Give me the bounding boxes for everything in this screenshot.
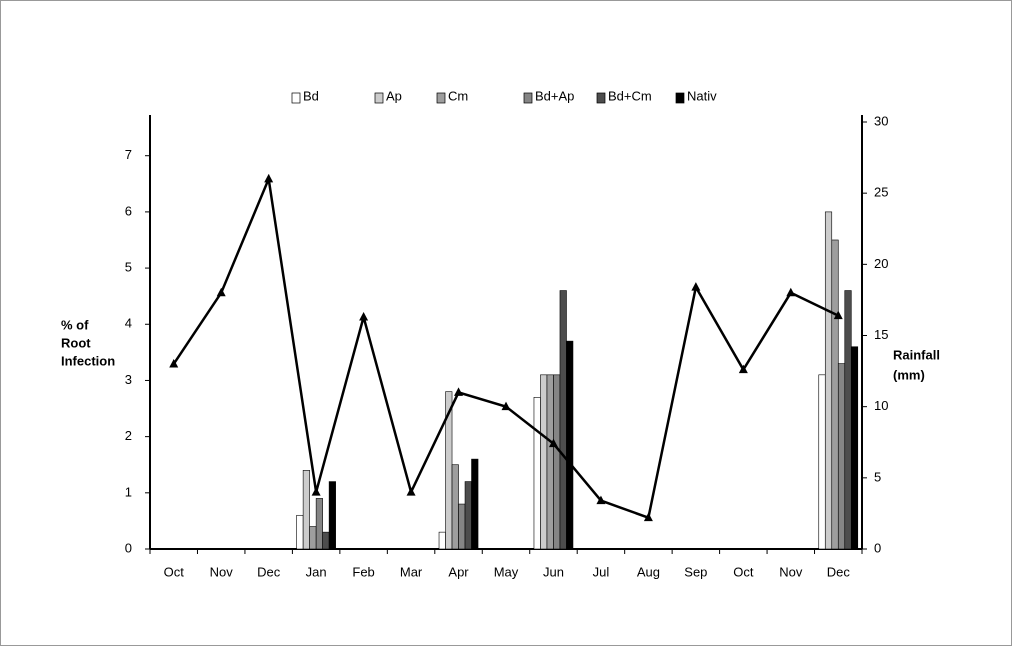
- x-tick-label: Dec: [257, 564, 281, 579]
- bar: [818, 374, 826, 550]
- legend-label: Ap: [386, 88, 402, 103]
- bar: [533, 397, 541, 550]
- x-tick-label: Apr: [448, 564, 469, 579]
- bar: [464, 481, 472, 550]
- legend-swatch: [436, 92, 446, 104]
- x-tick-label: Oct: [164, 564, 185, 579]
- bar: [458, 503, 466, 550]
- y-label-line: Infection: [61, 353, 115, 368]
- bar: [837, 363, 846, 550]
- x-tick-label: May: [494, 564, 519, 579]
- x-tick-label: Nov: [779, 564, 803, 579]
- legend-swatch: [374, 92, 384, 104]
- x-tick-label: Jul: [593, 564, 610, 579]
- bar: [296, 514, 304, 550]
- x-tick-label: Feb: [352, 564, 374, 579]
- legend-label: Bd+Ap: [535, 88, 574, 103]
- legend-swatch: [523, 92, 533, 104]
- x-tick-label: Oct: [733, 564, 754, 579]
- line-marker: [501, 401, 511, 411]
- bar: [471, 458, 479, 550]
- x-tick-label: Jan: [306, 564, 327, 579]
- y2-tick-label: 5: [874, 469, 881, 484]
- line-marker: [833, 310, 843, 320]
- y-tick-label: 6: [125, 203, 132, 218]
- line-marker: [596, 495, 606, 505]
- legend-label: Cm: [448, 88, 468, 103]
- bar: [850, 346, 859, 550]
- y2-label-line: Rainfall: [893, 347, 940, 362]
- y-tick-label: 5: [125, 260, 132, 275]
- y-tick-label: 4: [125, 316, 132, 331]
- bar: [553, 374, 561, 550]
- y2-axis-label: Rainfall (mm): [893, 347, 940, 382]
- line-marker: [359, 311, 369, 321]
- bar: [540, 374, 548, 550]
- bar: [559, 290, 567, 550]
- x-tick-label: Sep: [684, 564, 707, 579]
- line-marker: [691, 282, 701, 291]
- bar: [831, 239, 839, 550]
- line-marker: [169, 358, 179, 368]
- y2-tick-label: 15: [874, 327, 888, 342]
- y2-tick-label: 10: [874, 398, 888, 413]
- y-tick-label: 0: [125, 540, 132, 555]
- y-label-line: Root: [61, 335, 91, 350]
- legend-label: Bd+Cm: [608, 88, 652, 103]
- line-marker: [454, 387, 464, 396]
- bar: [566, 340, 574, 550]
- bar: [315, 498, 323, 550]
- legend-label: Bd: [303, 88, 319, 103]
- x-tick-label: Nov: [210, 564, 234, 579]
- bar: [844, 290, 852, 550]
- line-marker: [264, 173, 274, 183]
- legend-swatch: [291, 92, 301, 104]
- y2-tick-label: 25: [874, 185, 888, 200]
- y-label-line: % of: [61, 317, 89, 332]
- y-tick-label: 3: [125, 372, 132, 387]
- line-marker: [786, 287, 796, 297]
- legend-label: Nativ: [687, 88, 717, 103]
- line-marker: [311, 487, 321, 496]
- x-tick-label: Aug: [637, 564, 660, 579]
- bar: [451, 464, 459, 550]
- line-marker: [643, 512, 653, 522]
- y2-tick-label: 30: [874, 113, 888, 128]
- y2-tick-label: 0: [874, 540, 881, 555]
- bar: [328, 481, 336, 550]
- line-marker: [738, 364, 748, 374]
- y-tick-label: 2: [125, 428, 132, 443]
- x-tick-label: Dec: [827, 564, 851, 579]
- bar: [438, 531, 446, 550]
- line-marker: [216, 287, 226, 297]
- legend-swatch: [675, 92, 685, 104]
- y2-tick-label: 20: [874, 256, 888, 271]
- y-tick-label: 1: [125, 484, 132, 499]
- y2-label-line: (mm): [893, 367, 925, 382]
- bar: [302, 470, 310, 550]
- bar: [824, 211, 833, 550]
- line-marker: [548, 438, 558, 448]
- x-tick-label: Mar: [400, 564, 423, 579]
- bar: [546, 374, 554, 550]
- line-marker: [406, 487, 416, 496]
- bar: [309, 526, 317, 550]
- legend-swatch: [596, 92, 606, 104]
- bar: [322, 531, 330, 550]
- x-tick-label: Jun: [543, 564, 564, 579]
- y-tick-label: 7: [125, 147, 132, 162]
- y-axis-label: % of Root Infection: [61, 317, 115, 368]
